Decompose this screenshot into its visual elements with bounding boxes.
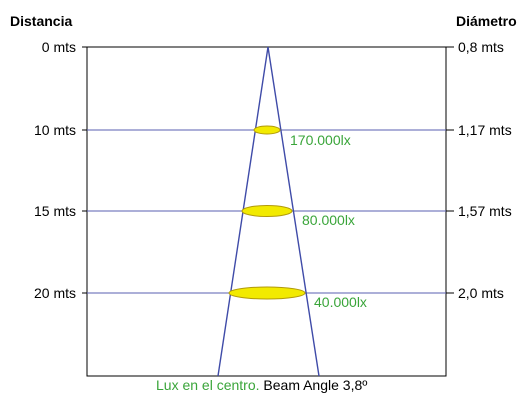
lux-label-20m: 40.000lx [314, 294, 367, 310]
light-spot-20m [228, 286, 306, 300]
caption: Lux en el centro. Beam Angle 3,8º [156, 377, 367, 393]
diameter-label-10: 1,17 mts [458, 122, 512, 138]
caption-beam-angle: Beam Angle 3,8º [260, 377, 368, 393]
diameter-label-15: 1,57 mts [458, 203, 512, 219]
beam-right-edge [267, 46, 320, 377]
diameter-header: Diámetro [456, 13, 517, 29]
distance-header: Distancia [10, 13, 72, 29]
distance-label-0: 0 mts [42, 39, 76, 55]
diameter-label-20: 2,0 mts [458, 285, 504, 301]
lux-label-10m: 170.000lx [290, 132, 351, 148]
light-spot-15m [241, 205, 293, 217]
diameter-label-0: 0,8 mts [458, 39, 504, 55]
distance-label-15: 15 mts [34, 203, 76, 219]
distance-label-10: 10 mts [34, 122, 76, 138]
distance-label-20: 20 mts [34, 285, 76, 301]
caption-lux-center: Lux en el centro. [156, 377, 260, 393]
light-spot-10m [253, 125, 281, 135]
lux-label-15m: 80.000lx [302, 212, 355, 228]
